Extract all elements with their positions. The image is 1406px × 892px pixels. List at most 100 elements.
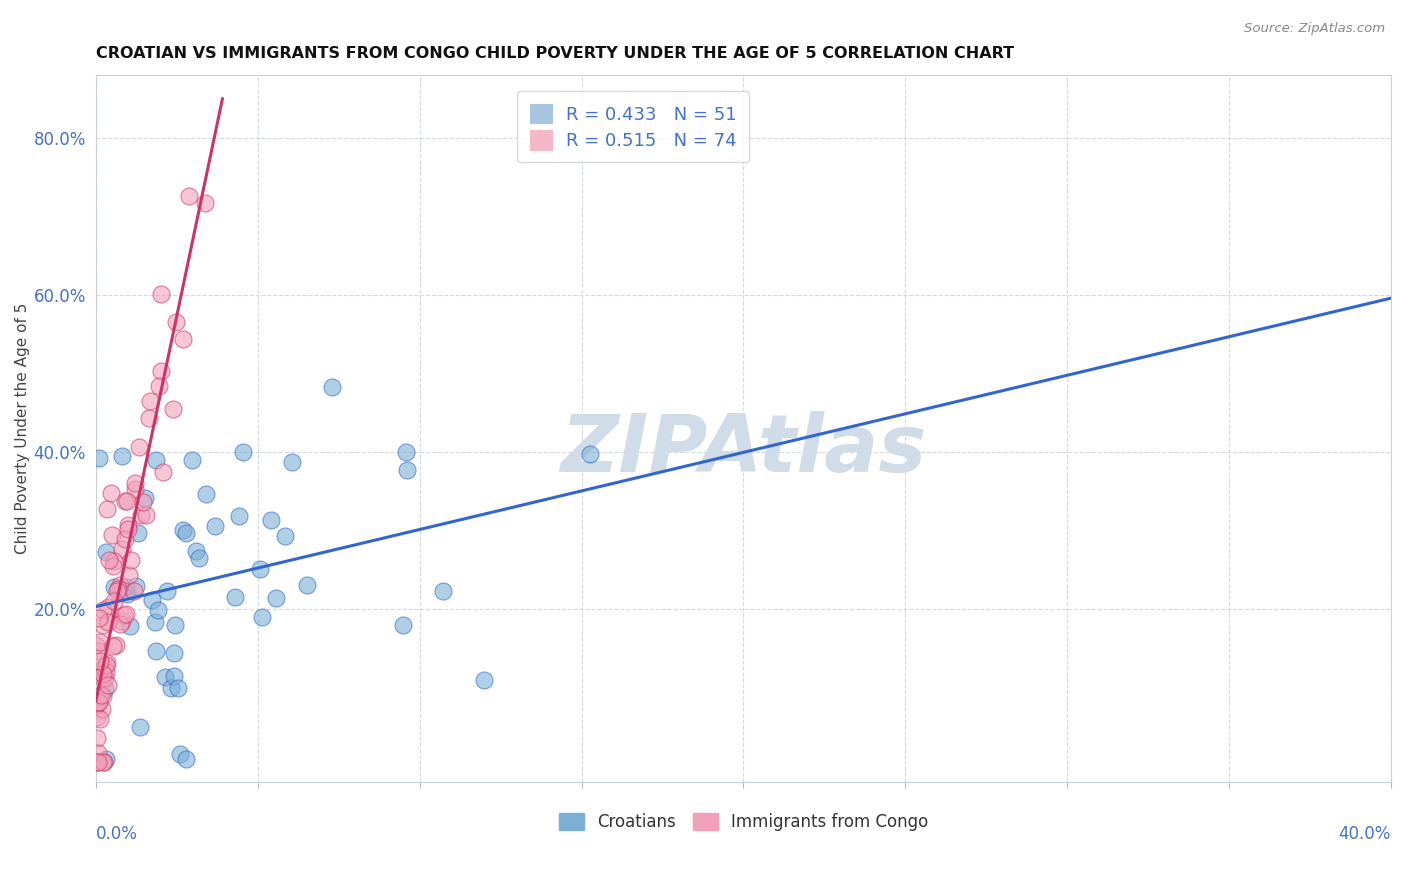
Point (264, 591, 287, 605)
Point (117, 518, 139, 533)
Point (114, 580, 136, 594)
Text: ZIPAtlas: ZIPAtlas (561, 410, 927, 489)
Point (228, 509, 250, 524)
Point (90, 688, 112, 702)
Point (579, 447, 602, 461)
Point (86, 709, 108, 723)
Point (128, 720, 150, 734)
Point (91, 756, 114, 770)
Point (295, 578, 318, 592)
Point (87, 756, 110, 770)
Text: 40.0%: 40.0% (1339, 824, 1391, 843)
Point (86, 756, 108, 770)
Point (141, 593, 163, 607)
Point (163, 646, 186, 660)
Text: CROATIAN VS IMMIGRANTS FROM CONGO CHILD POVERTY UNDER THE AGE OF 5 CORRELATION C: CROATIAN VS IMMIGRANTS FROM CONGO CHILD … (96, 46, 1014, 62)
Point (172, 332, 194, 346)
Point (249, 561, 271, 575)
Point (166, 315, 188, 329)
Point (128, 440, 150, 454)
Point (132, 495, 155, 509)
Point (91, 603, 114, 617)
Point (127, 526, 149, 541)
Point (138, 394, 160, 409)
Point (91, 617, 114, 632)
Point (98, 553, 121, 567)
Point (107, 582, 129, 596)
Point (89, 654, 111, 668)
Point (86, 695, 108, 709)
Text: 0.0%: 0.0% (96, 824, 138, 843)
Point (396, 463, 419, 477)
Point (143, 615, 166, 630)
Point (177, 189, 200, 203)
Point (124, 476, 146, 491)
Point (125, 579, 148, 593)
Point (152, 465, 174, 479)
Point (96, 501, 118, 516)
Point (100, 485, 122, 500)
Point (129, 508, 152, 523)
Point (111, 542, 134, 557)
Point (232, 444, 254, 458)
Point (138, 411, 160, 425)
Point (135, 508, 157, 523)
Point (180, 452, 202, 467)
Point (174, 525, 197, 540)
Point (94, 665, 117, 679)
Point (93, 660, 115, 674)
Point (117, 522, 139, 536)
Point (115, 607, 138, 621)
Point (93, 756, 115, 770)
Point (86, 644, 108, 658)
Point (194, 487, 217, 501)
Point (91, 702, 114, 716)
Point (162, 402, 184, 417)
Point (281, 455, 304, 469)
Point (432, 584, 454, 599)
Point (114, 532, 136, 546)
Point (105, 583, 128, 598)
Point (87, 451, 110, 466)
Point (172, 523, 194, 537)
Point (93, 681, 115, 696)
Point (224, 590, 246, 604)
Point (86, 698, 108, 712)
Point (169, 747, 191, 761)
Point (118, 568, 141, 582)
Y-axis label: Child Poverty Under the Age of 5: Child Poverty Under the Age of 5 (15, 302, 30, 554)
Point (118, 619, 141, 633)
Point (87, 611, 110, 625)
Point (187, 551, 209, 566)
Point (145, 644, 167, 658)
Point (93, 689, 115, 703)
Point (124, 482, 146, 496)
Point (94, 751, 117, 765)
Point (108, 578, 131, 592)
Point (86, 731, 108, 745)
Point (145, 452, 167, 467)
Point (97, 677, 120, 691)
Point (159, 681, 181, 696)
Point (87, 695, 110, 709)
Point (112, 608, 135, 623)
Point (146, 603, 169, 617)
Point (395, 445, 418, 459)
Point (97, 615, 120, 630)
Point (122, 583, 145, 598)
Point (100, 528, 122, 542)
Point (103, 639, 125, 653)
Point (149, 287, 172, 301)
Point (94, 545, 117, 559)
Point (110, 614, 132, 628)
Point (94, 671, 117, 685)
Point (472, 673, 495, 687)
Point (204, 518, 226, 533)
Point (391, 618, 413, 632)
Point (115, 587, 138, 601)
Point (184, 544, 207, 558)
Point (165, 618, 187, 632)
Point (110, 450, 132, 464)
Point (87, 747, 110, 761)
Point (274, 529, 297, 543)
